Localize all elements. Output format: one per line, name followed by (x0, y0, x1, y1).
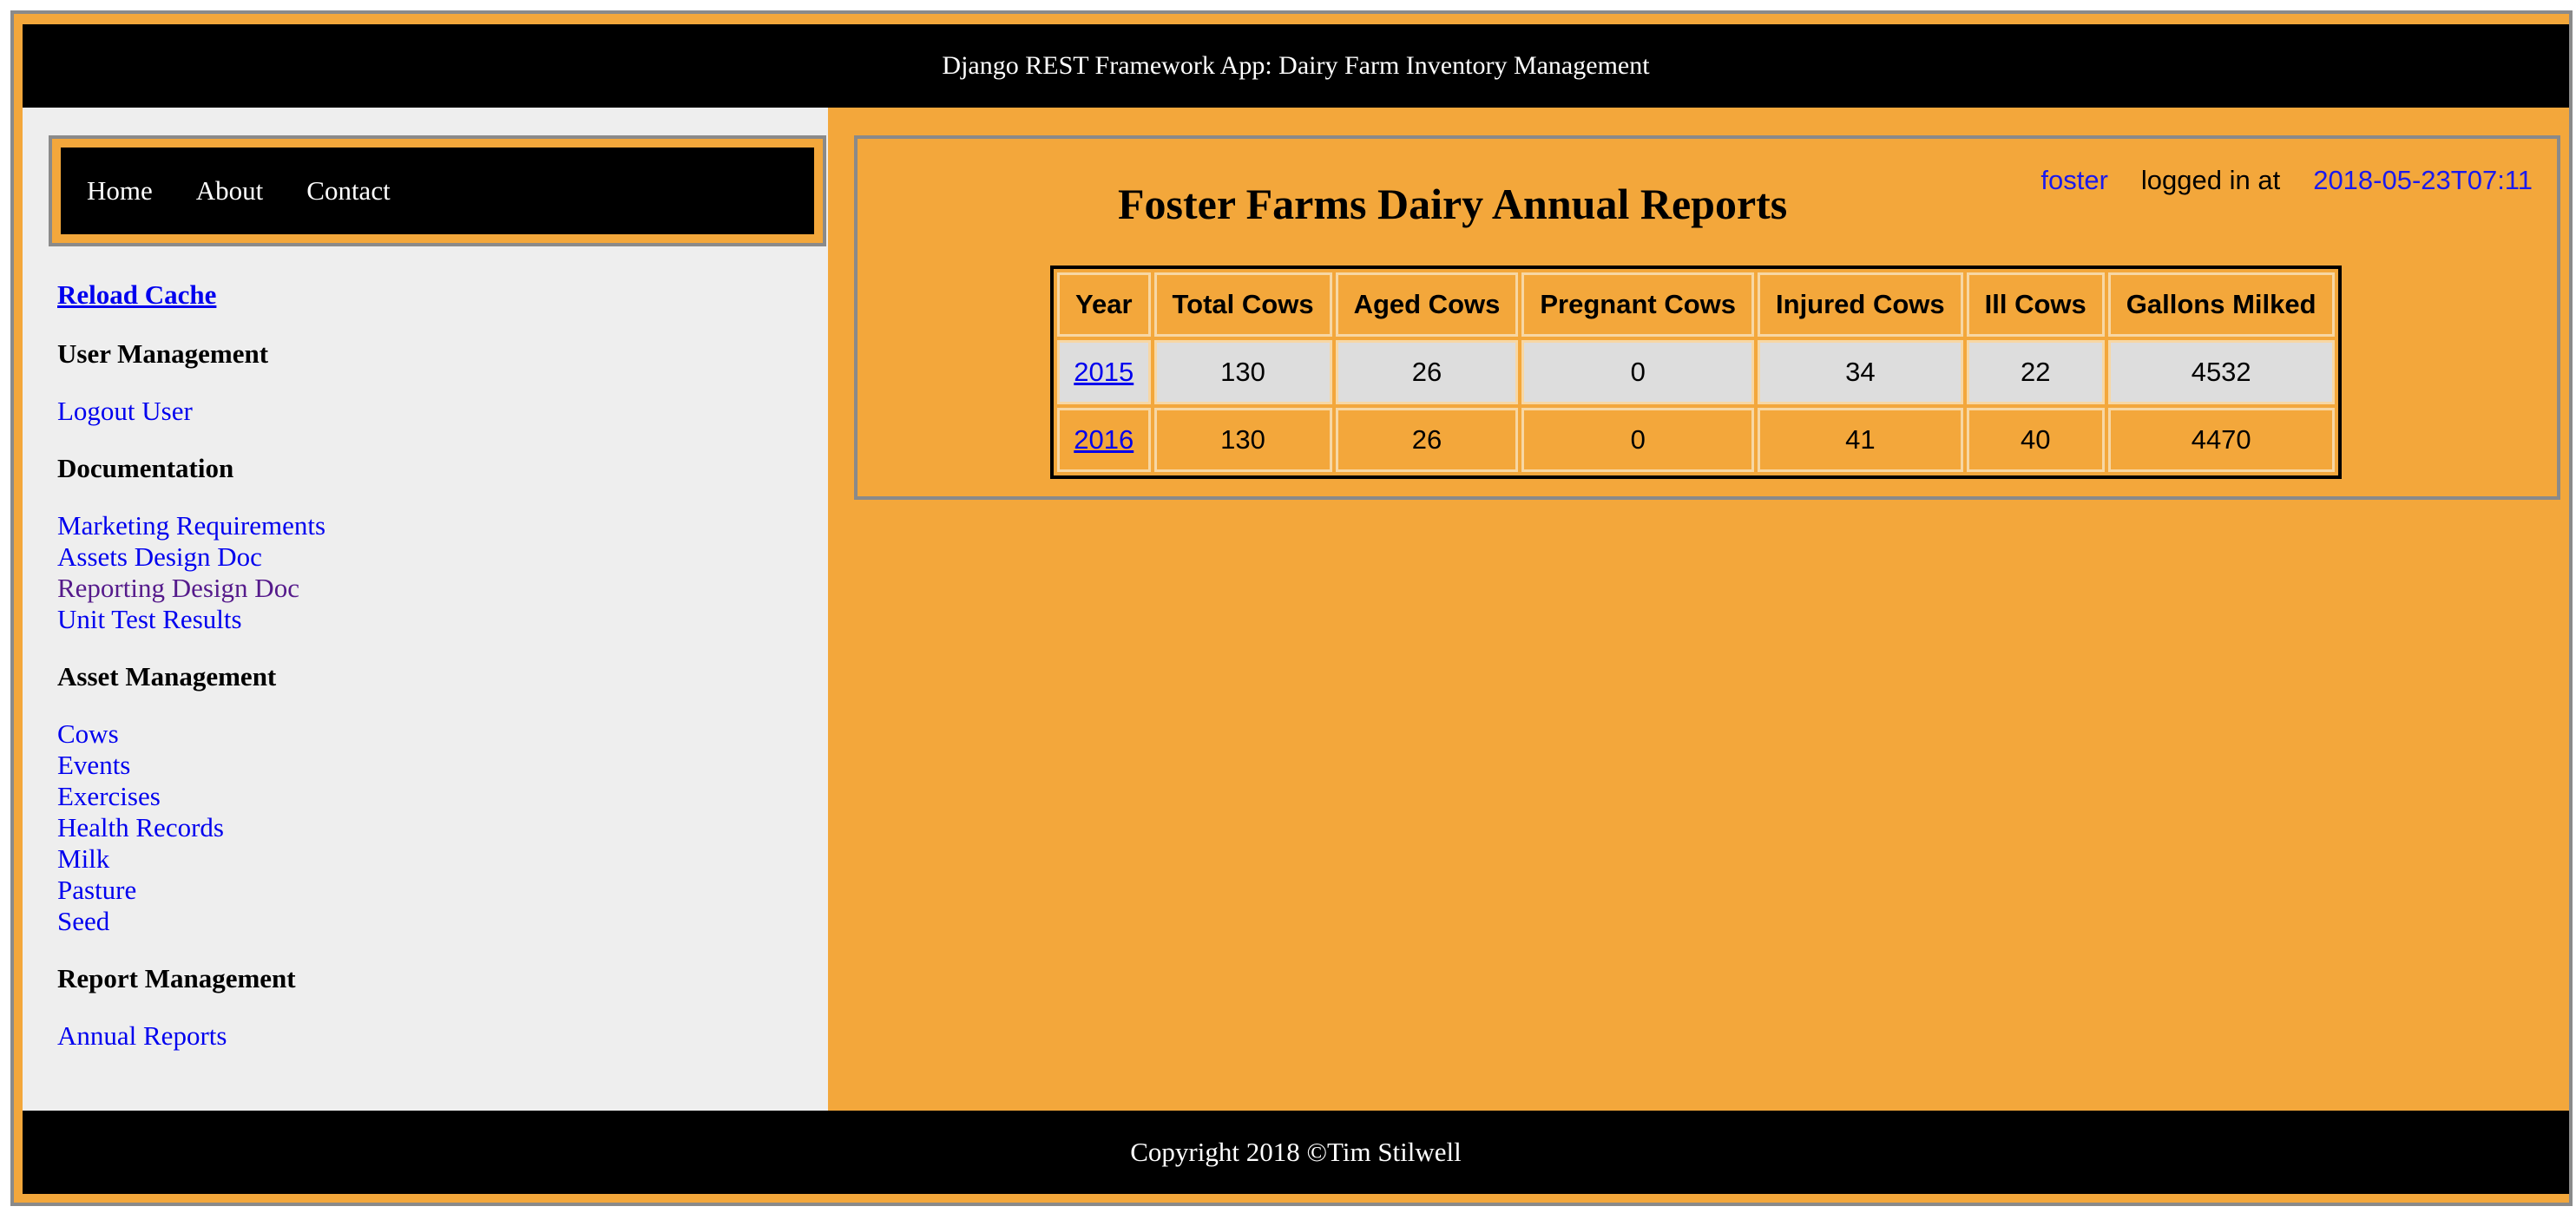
login-timestamp: 2018-05-23T07:11 (2313, 165, 2533, 195)
table-cell: 22 (1966, 340, 2105, 404)
annual-reports-link[interactable]: Annual Reports (57, 1020, 227, 1051)
nav-about-link[interactable]: About (195, 175, 264, 206)
table-header-row: Year Total Cows Aged Cows Pregnant Cows … (1057, 272, 2335, 337)
logged-in-label: logged in at (2140, 165, 2281, 195)
pasture-link[interactable]: Pasture (57, 875, 137, 905)
table-cell: 41 (1758, 408, 1963, 472)
reporting-design-doc-link[interactable]: Reporting Design Doc (57, 573, 299, 603)
column-header: Pregnant Cows (1521, 272, 1755, 337)
year-cell: 2016 (1057, 408, 1151, 472)
column-header: Year (1057, 272, 1151, 337)
events-link[interactable]: Events (57, 750, 131, 780)
section-heading-user-management: User Management (57, 338, 269, 369)
logged-in-user: foster (2040, 165, 2108, 195)
table-cell: 40 (1966, 408, 2105, 472)
exercises-link[interactable]: Exercises (57, 781, 161, 811)
report-panel: Foster Farms Dairy Annual Reports foster… (854, 135, 2560, 500)
section-heading-report-management: Report Management (57, 963, 296, 993)
annual-reports-table: Year Total Cows Aged Cows Pregnant Cows … (1050, 266, 2342, 479)
table-cell: 130 (1153, 408, 1332, 472)
column-header: Aged Cows (1335, 272, 1519, 337)
year-cell: 2015 (1057, 340, 1151, 404)
asset-management-links: Cows Events Exercises Health Records Mil… (57, 718, 821, 937)
nav-home-link[interactable]: Home (87, 175, 153, 206)
login-status: foster logged in at 2018-05-23T07:11 (2040, 165, 2533, 196)
table-cell: 0 (1521, 340, 1755, 404)
column-header: Total Cows (1153, 272, 1332, 337)
report-management-links: Annual Reports (57, 1020, 821, 1052)
app-footer: Copyright 2018 ©Tim Stilwell (23, 1111, 2569, 1194)
nav-contact-link[interactable]: Contact (306, 175, 391, 206)
table-cell: 26 (1335, 340, 1519, 404)
app-title: Django REST Framework App: Dairy Farm In… (942, 51, 1650, 80)
cows-link[interactable]: Cows (57, 718, 119, 749)
reload-cache-link[interactable]: Reload Cache (57, 279, 217, 310)
milk-link[interactable]: Milk (57, 843, 110, 874)
assets-design-doc-link[interactable]: Assets Design Doc (57, 541, 262, 572)
column-header: Gallons Milked (2107, 272, 2335, 337)
table-row: 2015 130 26 0 34 22 4532 (1057, 340, 2335, 404)
user-management-links: Logout User (57, 396, 821, 427)
column-header: Ill Cows (1966, 272, 2105, 337)
sidebar: Home About Contact Reload Cache User Man… (23, 108, 828, 1111)
unit-test-results-link[interactable]: Unit Test Results (57, 604, 242, 634)
top-nav: Home About Contact (49, 135, 826, 246)
table-cell: 130 (1153, 340, 1332, 404)
app-header: Django REST Framework App: Dairy Farm In… (23, 24, 2569, 108)
section-heading-asset-management: Asset Management (57, 661, 277, 692)
page-frame: Django REST Framework App: Dairy Farm In… (10, 10, 2573, 1206)
documentation-links: Marketing Requirements Assets Design Doc… (57, 510, 821, 635)
year-link-2016[interactable]: 2016 (1074, 424, 1134, 455)
table-cell: 34 (1758, 340, 1963, 404)
sidebar-menu: Reload Cache User Management Logout User… (57, 278, 821, 1076)
nav-bar: Home About Contact (61, 148, 814, 234)
logout-user-link[interactable]: Logout User (57, 396, 193, 426)
copyright-text: Copyright 2018 ©Tim Stilwell (1130, 1137, 1462, 1167)
main-content: Foster Farms Dairy Annual Reports foster… (828, 108, 2569, 1111)
table-cell: 0 (1521, 408, 1755, 472)
page-title: Foster Farms Dairy Annual Reports (1118, 180, 1788, 228)
section-heading-documentation: Documentation (57, 453, 234, 483)
table-cell: 4532 (2107, 340, 2335, 404)
table-row: 2016 130 26 0 41 40 4470 (1057, 408, 2335, 472)
seed-link[interactable]: Seed (57, 906, 110, 936)
table-cell: 4470 (2107, 408, 2335, 472)
table-cell: 26 (1335, 408, 1519, 472)
year-link-2015[interactable]: 2015 (1074, 357, 1134, 387)
health-records-link[interactable]: Health Records (57, 812, 224, 843)
column-header: Injured Cows (1758, 272, 1963, 337)
marketing-requirements-link[interactable]: Marketing Requirements (57, 510, 326, 541)
